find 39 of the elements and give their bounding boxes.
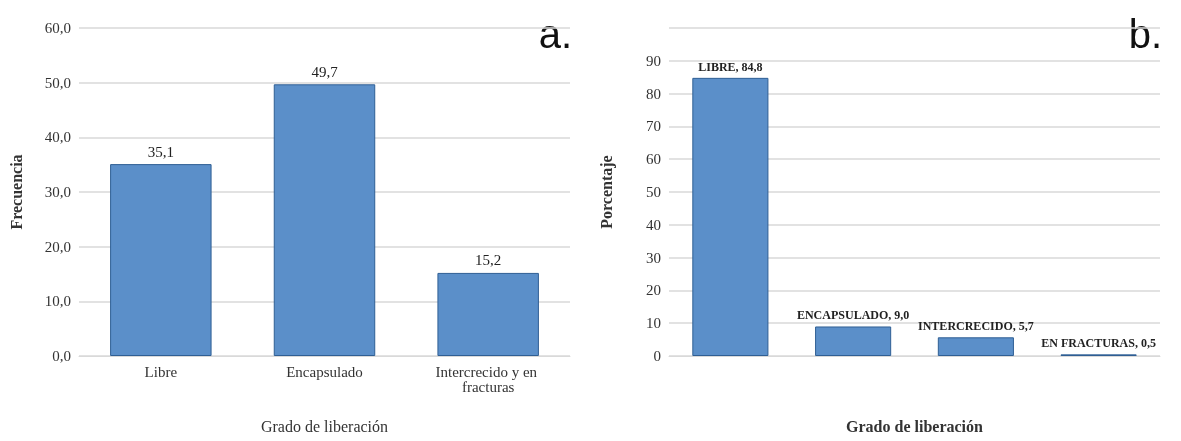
y-tick-label: 10,0 <box>44 293 71 310</box>
bar <box>815 326 892 356</box>
x-axis-title: Grado de liberación <box>846 417 984 435</box>
y-tick-label: 20,0 <box>44 238 71 255</box>
y-tick-label: 40 <box>646 216 661 233</box>
y-axis-title: Frecuencia <box>7 154 25 230</box>
data-label: INTERCRECIDO, 5,7 <box>918 319 1034 334</box>
x-axis-title: Grado de liberación <box>260 417 389 435</box>
y-tick-label: 30 <box>646 249 661 266</box>
data-label: EN FRACTURAS, 0,5 <box>1041 336 1156 351</box>
y-tick-label: 20 <box>646 282 661 299</box>
annotation: a. <box>538 12 572 56</box>
y-tick-label: 60 <box>646 151 661 168</box>
y-tick-label: 60,0 <box>44 20 71 36</box>
y-tick-label: 10 <box>646 315 661 332</box>
data-label: ENCAPSULADO, 9,0 <box>796 308 910 323</box>
bar <box>437 272 539 356</box>
data-label: 35,1 <box>147 143 174 160</box>
data-label: 15,2 <box>475 252 502 269</box>
bar <box>937 337 1014 356</box>
bar <box>692 77 769 356</box>
y-tick-label: 50 <box>646 184 661 200</box>
bar <box>273 84 376 356</box>
bar <box>110 164 212 356</box>
y-axis-title: Porcentaje <box>597 155 616 229</box>
data-label: 49,7 <box>311 63 339 80</box>
x-tick-label: Libre <box>144 363 178 380</box>
y-tick-label: 40,0 <box>44 129 71 146</box>
x-tick-label: Intercrecido y en fracturas <box>435 363 541 395</box>
y-tick-label: 0,0 <box>52 348 71 364</box>
y-tick-label: 80 <box>646 85 661 102</box>
data-label: LIBRE, 84,8 <box>698 59 763 74</box>
y-tick-label: 0 <box>653 348 661 364</box>
x-tick-label: Encapsulado <box>286 363 363 380</box>
annotation: b. <box>1128 12 1162 56</box>
y-tick-label: 30,0 <box>44 184 71 200</box>
y-tick-label: 50,0 <box>44 74 71 91</box>
y-tick-label: 90 <box>646 52 661 69</box>
y-tick-label: 70 <box>646 118 661 135</box>
